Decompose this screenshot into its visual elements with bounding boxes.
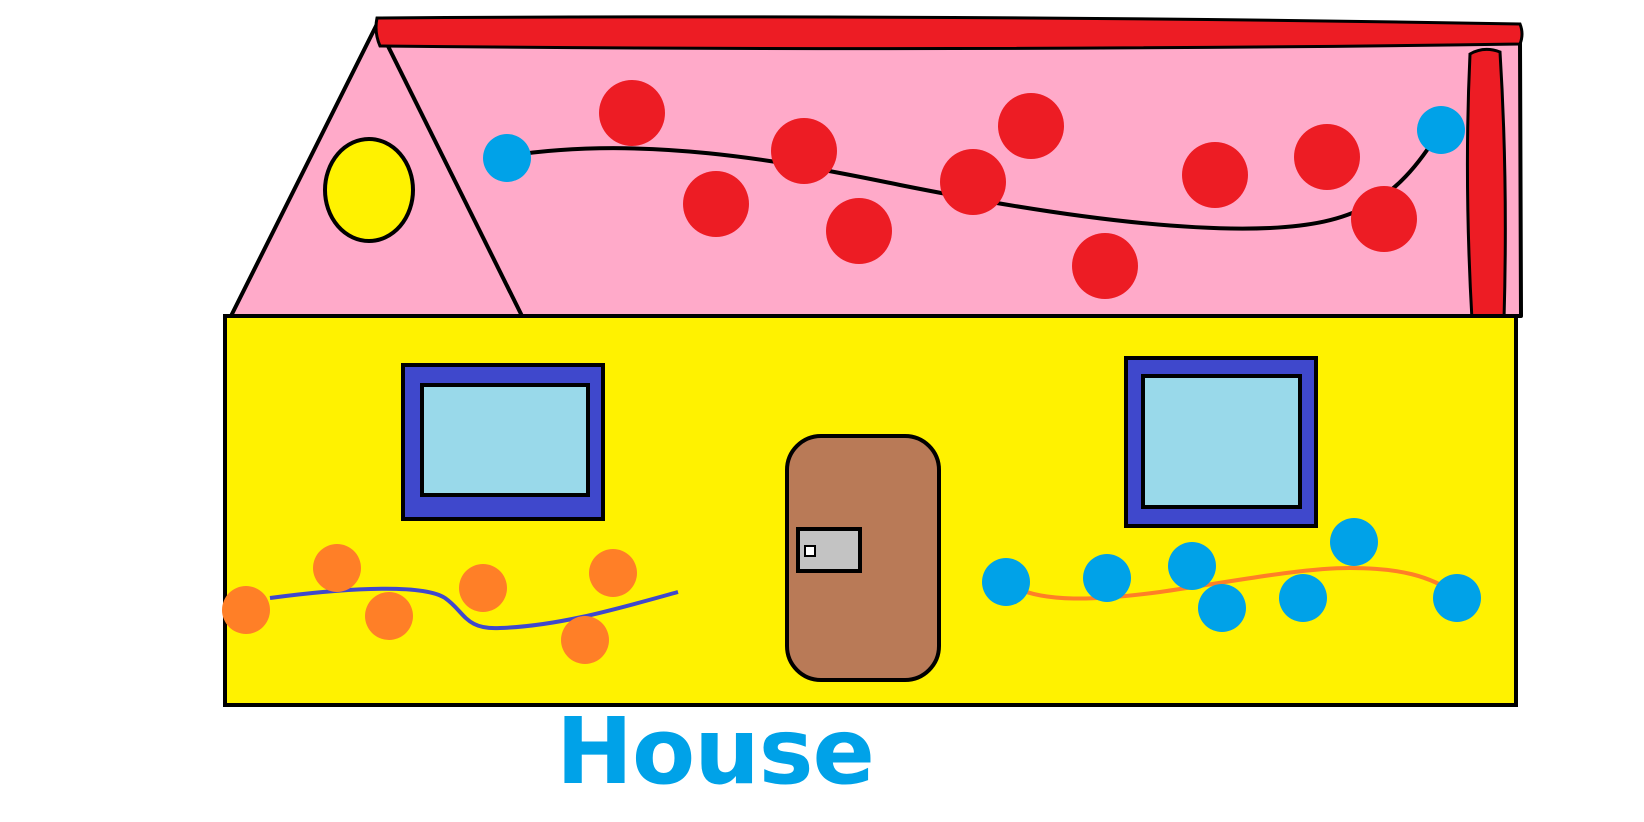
roof-light <box>940 149 1006 215</box>
left-wall-light <box>222 586 270 634</box>
right-wall-light <box>982 558 1030 606</box>
right-wall-light <box>1433 574 1481 622</box>
house-caption: House <box>556 698 875 805</box>
right-wall-light <box>1168 542 1216 590</box>
attic-window <box>323 137 415 243</box>
door-panel <box>785 434 941 682</box>
left-wall-light <box>561 616 609 664</box>
left-wall-light <box>365 592 413 640</box>
left-wall-light <box>589 549 637 597</box>
left-wall-light <box>459 564 507 612</box>
right-wall-light <box>1198 584 1246 632</box>
roof-light-end-left <box>483 134 531 182</box>
roof-light <box>1294 124 1360 190</box>
door-lock <box>804 545 816 557</box>
roof-light <box>683 171 749 237</box>
roof-light <box>826 198 892 264</box>
front-door <box>785 434 941 682</box>
right-wall-light <box>1330 518 1378 566</box>
right-wall-light <box>1083 554 1131 602</box>
left-window <box>401 363 605 521</box>
roof-light <box>1072 233 1138 299</box>
left-wall-light <box>313 544 361 592</box>
roof-light <box>1182 142 1248 208</box>
right-light-wire <box>1007 565 1458 601</box>
roof-side-trim <box>1465 47 1507 325</box>
roof-light <box>1351 186 1417 252</box>
right-wall-light <box>1279 574 1327 622</box>
roof-top-trim <box>374 15 1524 51</box>
roof-light <box>599 80 665 146</box>
left-light-wire <box>269 586 679 631</box>
roof-gable-edge <box>375 23 524 317</box>
roof-light-end-right <box>1417 106 1465 154</box>
roof-light-wire <box>507 128 1442 231</box>
left-window-glass <box>420 383 590 497</box>
roof-light <box>998 93 1064 159</box>
roof-light <box>771 118 837 184</box>
right-window-glass <box>1141 374 1302 509</box>
right-window <box>1124 356 1318 528</box>
